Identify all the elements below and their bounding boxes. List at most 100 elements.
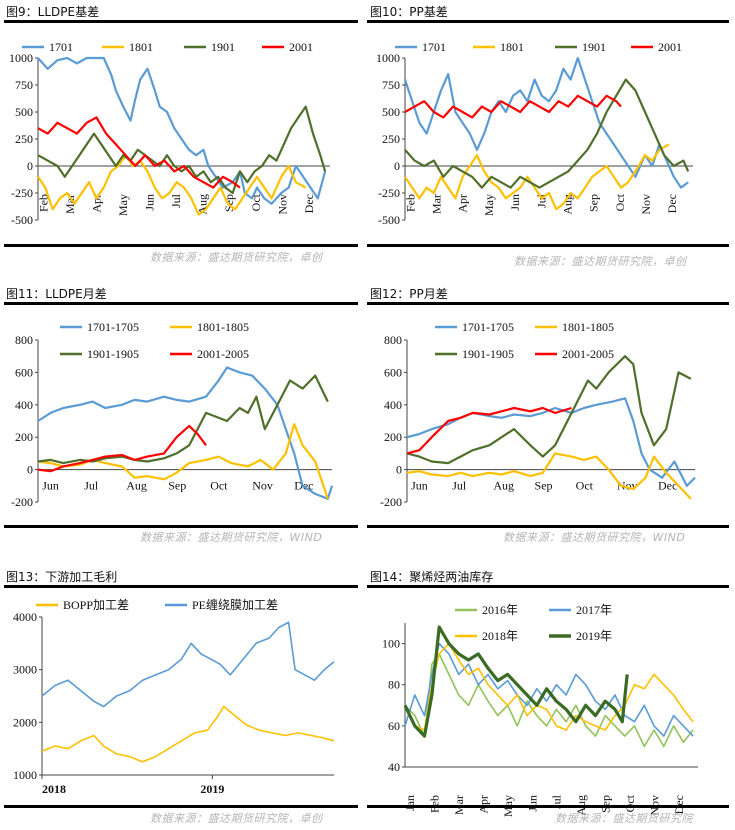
- title-rule-c11: [4, 302, 358, 305]
- chart-source-c13: 数据来源：盛达期货研究院，卓创: [150, 812, 323, 825]
- y-tick-label-c12-3: 200: [384, 430, 402, 444]
- title-rule-c13: [4, 585, 358, 588]
- x-tick-label-c12-6: Dec: [658, 479, 677, 493]
- bottom-rule-c12: [367, 525, 729, 528]
- legend-label-c11-1: 1801-1805: [197, 320, 249, 334]
- series-line-c14-3: [403, 625, 629, 738]
- x-tick-label-c10-4: Jun: [508, 194, 522, 211]
- chart-title-c14: 图14：聚烯烃两油库存: [370, 570, 494, 584]
- legend-label-c12-2: 1901-1905: [462, 347, 514, 361]
- title-rule-c14: [367, 585, 729, 588]
- x-tick-label-c10-6: Aug: [560, 194, 574, 215]
- y-tick-label-c9-3: 250: [15, 132, 33, 146]
- y-tick-label-c12-4: 0: [396, 463, 402, 477]
- title-rule-c10: [367, 20, 729, 23]
- y-tick-label-c12-1: 600: [384, 365, 402, 379]
- bottom-rule-c14: [367, 805, 729, 808]
- x-tick-label-c14-1: Feb: [428, 795, 442, 813]
- x-tick-label-c12-2: Aug: [493, 479, 514, 493]
- y-tick-label-c13-0: 4000: [13, 610, 37, 624]
- legend-label-c9-1: 1801: [129, 40, 153, 54]
- legend-label-c11-2: 1901-1905: [87, 347, 139, 361]
- x-tick-label-c11-5: Nov: [252, 479, 273, 493]
- legend-label-c13-1: PE缠绕膜加工差: [192, 597, 278, 612]
- series-line-c12-2: [406, 355, 692, 465]
- series-line-c14-0: [404, 653, 694, 748]
- x-tick-label-c9-0: Feb: [36, 194, 50, 212]
- title-rule-c12: [367, 302, 729, 305]
- y-tick-label-c11-4: 0: [27, 463, 33, 477]
- legend-label-c9-2: 1901: [211, 40, 235, 54]
- y-tick-label-c10-5: -250: [378, 186, 400, 200]
- chart-source-c10: 数据来源：盛达期货研究院，卓创: [514, 255, 687, 268]
- series-line-c12-3: [406, 406, 572, 455]
- chart-source-c11: 数据来源：盛达期货研究院，WIND: [140, 531, 323, 544]
- series-line-c11-3: [37, 424, 207, 473]
- x-tick-label-c9-2: Apr: [89, 194, 103, 213]
- series-line-c14-1: [404, 642, 694, 737]
- y-tick-label-c12-0: 800: [384, 333, 402, 347]
- series-line-c11-2: [37, 374, 329, 465]
- y-tick-label-c10-3: 250: [382, 132, 400, 146]
- y-tick-label-c14-1: 80: [388, 678, 400, 692]
- bottom-rule-c9: [4, 244, 358, 247]
- legend-label-c10-0: 1701: [422, 40, 446, 54]
- x-tick-label-c12-3: Sep: [535, 479, 553, 493]
- chart-c14: 100806040JanFebMarAprMayJunJulAugSepOctN…: [382, 603, 698, 817]
- legend-label-c14-1: 2017年: [576, 603, 612, 617]
- series-line-c9-0: [37, 56, 327, 205]
- chart-c13: 4000 3000 2000 1000 2018 2019 BOPP加工差 PE缠绕膜加工差: [13, 597, 335, 796]
- x-tick-label-c9-9: Nov: [275, 194, 289, 215]
- y-tick-label-c10-6: -500: [378, 213, 400, 227]
- series-line-c12-1: [406, 452, 692, 500]
- y-tick-label-c9-6: -500: [11, 213, 33, 227]
- y-tick-label-c13-1: 3000: [13, 663, 37, 677]
- x-tick-label-c11-4: Oct: [210, 479, 228, 493]
- series-line-c13-1: [41, 621, 335, 708]
- x-tick-label-c14-3: Apr: [476, 795, 490, 814]
- legend-label-c12-1: 1801-1805: [562, 320, 614, 334]
- x-tick-label-c10-0: Feb: [403, 194, 417, 212]
- y-tick-label-c10-1: 750: [382, 78, 400, 92]
- legend-label-c10-1: 1801: [500, 40, 524, 54]
- x-tick-label-c9-1: Mar: [63, 194, 77, 214]
- x-tick-label-c13-0: 2018: [42, 782, 66, 796]
- chart-source-c14: 数据来源：盛达期货研究院: [555, 812, 693, 825]
- series-line-c10-1: [404, 143, 670, 211]
- chart-source-c9: 数据来源：盛达期货研究院，卓创: [150, 251, 323, 264]
- y-tick-label-c13-2: 2000: [13, 715, 37, 729]
- x-tick-label-c10-3: May: [482, 194, 496, 216]
- legend-label-c14-0: 2016年: [482, 603, 518, 617]
- x-tick-label-c9-5: Jul: [169, 193, 183, 208]
- y-tick-label-c10-0: 1000: [376, 51, 400, 65]
- chart-title-c11: 图11：LLDPE月差: [6, 287, 107, 301]
- chart-source-c12: 数据来源：盛达期货研究院，WIND: [503, 531, 686, 544]
- y-tick-label-c12-5: -200: [380, 495, 402, 509]
- x-tick-label-c14-5: Jun: [525, 795, 539, 812]
- x-tick-label-c10-2: Apr: [456, 194, 470, 213]
- x-tick-label-c11-2: Aug: [126, 479, 147, 493]
- x-tick-label-c10-9: Nov: [639, 194, 653, 215]
- x-tick-label-c14-11: Dec: [672, 795, 686, 814]
- x-tick-label-c9-3: May: [116, 194, 130, 216]
- y-tick-label-c11-1: 600: [15, 365, 33, 379]
- series-line-c9-2: [37, 105, 327, 195]
- chart-title-c9: 图9：LLDPE基差: [6, 5, 100, 19]
- chart-title-c13: 图13：下游加工毛利: [6, 570, 118, 584]
- y-tick-label-c9-1: 750: [15, 78, 33, 92]
- x-tick-label-c12-0: Jun: [411, 479, 428, 493]
- series-line-c10-2: [404, 78, 690, 189]
- x-tick-label-c10-8: Oct: [613, 193, 627, 211]
- y-tick-label-c9-2: 500: [15, 105, 33, 119]
- x-tick-label-c10-7: Sep: [587, 194, 601, 212]
- x-tick-label-c9-8: Oct: [249, 193, 263, 211]
- x-tick-label-c9-10: Dec: [302, 194, 316, 213]
- y-tick-label-c14-3: 40: [388, 760, 400, 774]
- x-tick-label-c11-0: Jun: [42, 479, 59, 493]
- y-tick-label-c14-2: 60: [388, 719, 400, 733]
- y-tick-label-c11-5: -200: [11, 495, 33, 509]
- y-tick-label-c9-5: -250: [11, 186, 33, 200]
- legend-label-c13-0: BOPP加工差: [63, 598, 129, 612]
